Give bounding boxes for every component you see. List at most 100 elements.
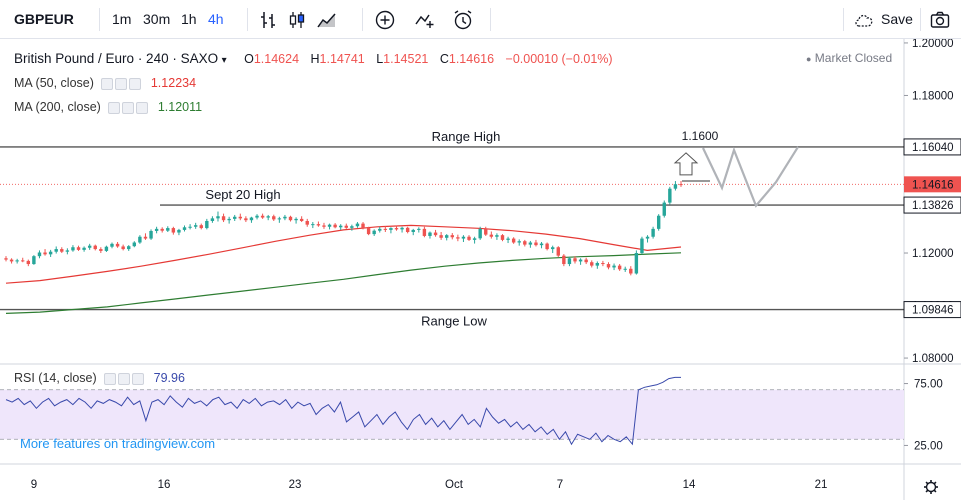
candle-body (216, 216, 220, 219)
time-tick-label: 7 (557, 479, 563, 491)
candle-body (439, 235, 443, 238)
candle-body (472, 238, 477, 240)
gear-icon[interactable] (115, 78, 128, 91)
gear-tooth (925, 481, 929, 485)
close-icon[interactable] (136, 102, 149, 115)
candle-body (65, 250, 70, 252)
ma200-label[interactable]: MA (200, close) (14, 100, 101, 114)
candle-body (87, 245, 92, 248)
symbol-legend: British Pound / Euro · 240 · SAXO ▾ O1.1… (14, 51, 613, 66)
candle-body (205, 220, 209, 229)
eye-icon[interactable] (101, 78, 114, 91)
candle-body (517, 241, 521, 243)
ma50-label[interactable]: MA (50, close) (14, 76, 94, 90)
candle-body (378, 228, 382, 231)
top-toolbar: GBPEUR 1m 30m 1h 4h Save (0, 0, 961, 39)
time-axis[interactable]: 9 16 23 Oct 7 14 21 (31, 479, 938, 494)
promo-link[interactable]: More features on tradingview.com (20, 436, 216, 451)
candle-body (266, 216, 270, 218)
ohlc-high: 1.14741 (319, 52, 365, 66)
candle-body (4, 258, 8, 260)
close-icon[interactable] (132, 373, 145, 386)
price-axis[interactable]: 1.20000 1.18000 1.16040 1.14616 1.13826 1.120… (903, 39, 961, 452)
candle-body (344, 225, 348, 228)
gear-icon[interactable] (122, 102, 135, 115)
bar-chart-type-icon[interactable] (258, 9, 280, 31)
interval-1m[interactable]: 1m (112, 11, 132, 27)
candle-body (495, 235, 499, 237)
candle-body (500, 235, 505, 240)
price-tick-label: 1.16040 (912, 142, 954, 154)
candle-body (511, 238, 516, 243)
close-icon[interactable] (129, 78, 142, 91)
horizontal-levels: Range High Sept 20 High Range Low (0, 129, 904, 329)
candle-body (288, 216, 293, 221)
candle-body (562, 255, 566, 265)
price-tag-bg (903, 301, 961, 319)
candle-body (299, 218, 304, 221)
interval-1h[interactable]: 1h (181, 11, 197, 27)
candle-body (539, 243, 544, 246)
candle-body (199, 225, 203, 229)
candle-body (573, 258, 577, 262)
price-tag-bg (903, 196, 961, 214)
rsi-band (0, 389, 904, 440)
candle-body (305, 220, 309, 225)
candle-body (339, 225, 343, 228)
ohlc-c-label: C (439, 52, 449, 66)
save-button[interactable]: Save (881, 11, 913, 27)
rsi-label[interactable]: RSI (14, close) (14, 371, 97, 385)
symbol-search[interactable]: GBPEUR (14, 11, 74, 27)
gear-icon[interactable] (118, 373, 131, 386)
candle-body (76, 247, 81, 250)
candle-body (550, 247, 555, 250)
camera-snapshot-icon[interactable] (929, 9, 951, 31)
candle-body (110, 243, 114, 247)
market-status: ● Market Closed (806, 51, 892, 65)
price-chart[interactable]: Range High Sept 20 High Range Low 1.1600 1… (0, 39, 961, 500)
candle-body (461, 236, 466, 239)
candle-body (411, 229, 415, 233)
candle-body (417, 228, 421, 230)
interval-30m[interactable]: 30m (143, 11, 171, 27)
area-chart-type-icon[interactable] (316, 9, 338, 31)
symbol-title[interactable]: British Pound / Euro · 240 · SAXO (14, 51, 219, 66)
candle-body (21, 260, 25, 262)
rsi-line (5, 376, 681, 446)
candle-body (662, 202, 666, 216)
add-indicator-icon[interactable] (374, 9, 396, 31)
ma200-line (5, 252, 682, 314)
price-tick-label: 1.14616 (912, 179, 954, 191)
candle-body (578, 259, 583, 262)
candle-body (428, 232, 432, 236)
candle-body (272, 216, 276, 220)
candle-body (143, 236, 148, 239)
eye-icon[interactable] (104, 373, 117, 386)
rsi-tick-label: 75.00 (914, 379, 943, 391)
candle-body (221, 216, 226, 221)
alert-clock-icon[interactable] (452, 9, 474, 31)
candle-body (188, 226, 192, 228)
cloud-save-icon[interactable] (853, 9, 875, 31)
candle-body (355, 223, 360, 227)
candle-body (595, 262, 600, 266)
candle-body (405, 227, 410, 233)
toolbar-divider (99, 8, 100, 31)
candle-body (361, 223, 365, 229)
candle-body (634, 253, 639, 274)
candle-body (383, 228, 388, 230)
interval-4h[interactable]: 4h (208, 11, 224, 27)
eye-icon[interactable] (108, 102, 121, 115)
candle-body (673, 184, 678, 189)
candle-body (166, 228, 170, 231)
candles-chart-type-icon[interactable] (286, 9, 308, 31)
time-tick-label: 14 (683, 479, 696, 491)
candle-body (545, 243, 549, 250)
candle-body (132, 242, 137, 247)
rsi-tick-label: 25.00 (914, 440, 943, 452)
candle-body (32, 256, 36, 265)
ma200-value: 1.12011 (157, 100, 203, 114)
compare-icon[interactable] (414, 9, 436, 31)
chevron-down-icon[interactable]: ▾ (221, 55, 227, 66)
candle-body (478, 228, 482, 239)
